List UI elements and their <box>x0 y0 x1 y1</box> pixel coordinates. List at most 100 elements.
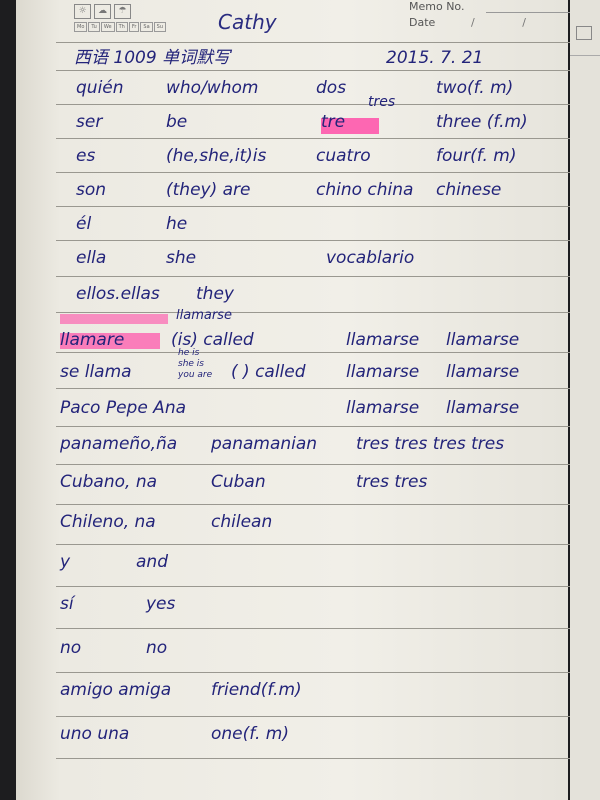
vocab-cell: one(f. m) <box>211 724 289 744</box>
rule-line <box>56 42 576 43</box>
vocab-cell: Cubano, na <box>60 472 158 492</box>
vocab-cell: they <box>196 284 234 304</box>
vocab-cell: él <box>76 214 92 234</box>
day-box: Th <box>115 22 128 32</box>
vocab-cell: es <box>76 146 96 166</box>
rule-line <box>56 172 576 173</box>
vocab-cell: cuatro <box>316 146 371 166</box>
rule-line <box>56 70 576 71</box>
annotation-she-is: she is <box>178 359 204 369</box>
annotation-he-is: he is <box>178 348 200 358</box>
highlight-llamare <box>60 333 160 349</box>
right-page-edge <box>570 0 600 800</box>
weather-icons: ☼ ☁ ☂ <box>74 4 131 19</box>
vocab-cell: llamarse <box>346 398 420 418</box>
rule-line <box>56 352 576 353</box>
vocab-cell: amigo amiga <box>60 680 172 700</box>
rule-line <box>570 55 600 56</box>
day-box: We <box>100 22 115 32</box>
sun-icon <box>576 26 592 40</box>
date-label: Date <box>409 16 436 29</box>
day-box: Mo <box>74 22 88 32</box>
day-box: Su <box>153 22 166 32</box>
vocab-cell: tres tres tres tres <box>356 434 505 454</box>
vocab-cell: chino china <box>316 180 414 200</box>
memo-label: Memo No. <box>409 0 465 13</box>
vocab-cell: three (f.m) <box>436 112 528 132</box>
day-box: Tu <box>88 22 100 32</box>
vocab-cell: ella <box>76 248 107 268</box>
vocab-cell: llamarse <box>446 362 520 382</box>
vocab-cell: ( ) called <box>231 362 306 382</box>
vocab-cell: he <box>166 214 188 234</box>
date-slashes: / / <box>471 16 548 29</box>
rule-line <box>56 388 576 389</box>
vocab-cell: friend(f.m) <box>211 680 302 700</box>
vocab-cell: son <box>76 180 107 200</box>
rule-line <box>56 544 576 545</box>
vocab-cell: no <box>60 638 82 658</box>
vocab-cell: who/whom <box>166 78 259 98</box>
cloud-icon: ☁ <box>94 4 111 19</box>
rule-line <box>56 104 576 105</box>
notebook-page: ☼ ☁ ☂ Mo Tu We Th Fr Sa Su Cathy Memo No… <box>16 0 576 800</box>
rule-line <box>56 312 576 313</box>
title-date: 2015. 7. 21 <box>386 48 484 68</box>
vocab-cell: chilean <box>211 512 273 532</box>
vocab-cell: vocablario <box>326 248 415 268</box>
rule-line <box>56 504 576 505</box>
vocab-cell: chinese <box>436 180 502 200</box>
vocab-cell: be <box>166 112 188 132</box>
annotation-you-are: you are <box>178 370 213 380</box>
vocab-cell: se llama <box>60 362 132 382</box>
rule-line <box>56 672 576 673</box>
vocab-cell: two(f. m) <box>436 78 514 98</box>
vocab-cell: llamare <box>60 330 125 350</box>
vocab-cell: (is) called <box>171 330 254 350</box>
rule-line <box>56 240 576 241</box>
day-box: Fr <box>128 22 140 32</box>
vocab-cell: (they) are <box>166 180 251 200</box>
vocab-cell: four(f. m) <box>436 146 517 166</box>
vocab-cell: llamarse <box>346 330 420 350</box>
vocab-cell: ellos.ellas <box>76 284 160 304</box>
rule-line <box>56 628 576 629</box>
vocab-cell: llamarse <box>346 362 420 382</box>
vocab-cell: llamarse <box>446 398 520 418</box>
rain-icon: ☂ <box>114 4 131 19</box>
vocab-cell: yes <box>146 594 176 614</box>
vocab-cell: Chileno, na <box>60 512 156 532</box>
vocab-cell: llamarse <box>446 330 520 350</box>
rule-line <box>56 586 576 587</box>
vocab-cell: (he,she,it)is <box>166 146 267 166</box>
weekday-boxes: Mo Tu We Th Fr Sa Su <box>74 22 166 32</box>
rule-line <box>56 426 576 427</box>
day-box: Sa <box>140 22 153 32</box>
vocab-cell: panamanian <box>211 434 318 454</box>
memo-line <box>486 12 576 13</box>
rule-line <box>56 464 576 465</box>
vocab-cell: tre <box>321 112 346 132</box>
vocab-cell: dos <box>316 78 347 98</box>
vocab-cell: no <box>146 638 168 658</box>
rule-line <box>56 206 576 207</box>
vocab-cell: Paco Pepe Ana <box>60 398 187 418</box>
vocab-cell: and <box>136 552 168 572</box>
highlight-tre <box>321 118 379 134</box>
sun-icon: ☼ <box>74 4 91 19</box>
annotation-llamarse: llamarse <box>176 308 232 323</box>
vocab-cell: Cuban <box>211 472 266 492</box>
rule-line <box>56 276 576 277</box>
annotation-tres: tres <box>368 94 396 110</box>
vocab-cell: sí <box>60 594 74 614</box>
vocab-cell: tres tres <box>356 472 428 492</box>
vocab-cell: y <box>60 552 71 572</box>
rule-line <box>56 758 576 759</box>
vocab-cell: ser <box>76 112 103 132</box>
author-name: Cathy <box>218 10 277 34</box>
vocab-cell: she <box>166 248 197 268</box>
vocab-cell: quién <box>76 78 124 98</box>
rule-line <box>56 138 576 139</box>
title-text: 西语 1009 单词默写 <box>74 48 231 68</box>
rule-line <box>56 716 576 717</box>
